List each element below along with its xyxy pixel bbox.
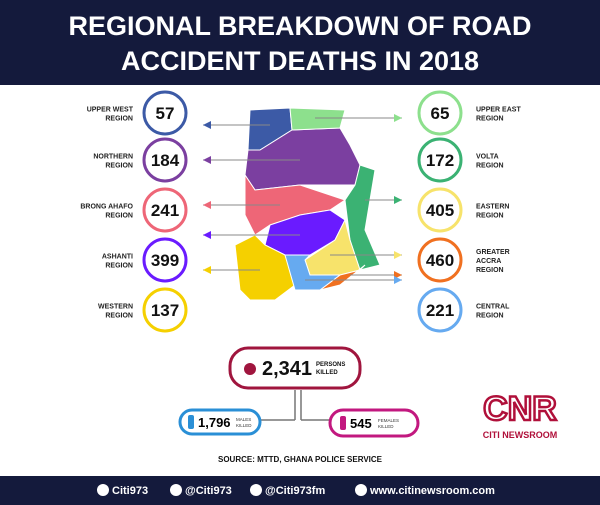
pointer-head [394, 276, 402, 284]
total-label: KILLED [316, 370, 338, 376]
region-label: EASTERN [476, 204, 509, 211]
connector [260, 390, 330, 421]
pointer-head [203, 156, 211, 164]
males-value: 1,796 [198, 415, 231, 430]
females-value: 545 [350, 416, 372, 431]
region-label: REGION [476, 116, 504, 123]
region-circle [417, 90, 463, 136]
footer-link[interactable]: @Citi973fm [265, 485, 325, 497]
region-label: VOLTA [476, 154, 499, 161]
region-circle [417, 137, 463, 183]
region-deaths: 57 [156, 104, 175, 123]
females-label: KILLED [378, 424, 394, 429]
region-deaths: 405 [426, 201, 454, 220]
region-deaths: 184 [151, 151, 180, 170]
pointer-head [203, 201, 211, 209]
footer-link[interactable]: @Citi973 [185, 485, 232, 497]
region-label: UPPER EAST [476, 107, 521, 114]
region-shape [344, 164, 381, 271]
footer-link[interactable]: www.citinewsroom.com [369, 485, 495, 497]
icon [244, 363, 256, 375]
region-circle [142, 90, 188, 136]
icon [340, 416, 346, 430]
pointer-head [203, 266, 211, 274]
pointer-head [203, 231, 211, 239]
social-icon [97, 484, 109, 496]
social-icon [250, 484, 262, 496]
logo-mark: CNR [483, 390, 557, 428]
region-circle [417, 187, 463, 233]
social-icon [170, 484, 182, 496]
pointer-head [394, 196, 402, 204]
icon [188, 415, 194, 429]
region-circle [142, 287, 188, 333]
region-deaths: 241 [151, 201, 179, 220]
region-label: REGION [105, 116, 133, 123]
region-label: REGION [476, 163, 504, 170]
map [234, 107, 381, 301]
footer-link[interactable]: Citi973 [112, 485, 148, 497]
source: SOURCE: MTTD, GHANA POLICE SERVICE [218, 455, 383, 464]
region-deaths: 221 [426, 301, 454, 320]
region-deaths: 460 [426, 251, 454, 270]
region-label: REGION [105, 263, 133, 270]
pointer-head [394, 251, 402, 259]
region-circle [417, 237, 463, 283]
title-line: ACCIDENT DEATHS IN 2018 [121, 46, 479, 76]
region-circle [142, 137, 188, 183]
males-label: MALES [236, 417, 251, 422]
total-value: 2,341 [262, 358, 312, 380]
social-icon [355, 484, 367, 496]
region-label: ASHANTI [102, 254, 133, 261]
pointer-head [394, 114, 402, 122]
region-circle [142, 237, 188, 283]
region-label: REGION [476, 267, 504, 274]
total-box [228, 346, 362, 390]
region-label: REGION [105, 213, 133, 220]
region-label: NORTHERN [93, 154, 133, 161]
total-label: PERSONS [316, 362, 345, 368]
region-label: REGION [105, 313, 133, 320]
region-label: WESTERN [98, 304, 133, 311]
region-circle [417, 287, 463, 333]
region-circle [142, 187, 188, 233]
region-label: GREATER [476, 249, 510, 256]
region-label: REGION [476, 313, 504, 320]
region-label: REGION [476, 213, 504, 220]
region-label: CENTRAL [476, 304, 510, 311]
region-deaths: 399 [151, 251, 179, 270]
region-shape [284, 254, 342, 291]
header-band [0, 0, 600, 85]
title-line: REGIONAL BREAKDOWN OF ROAD [69, 11, 532, 41]
region-label: REGION [105, 163, 133, 170]
males-box [178, 408, 262, 436]
logo-name: CITI NEWSROOM [483, 430, 558, 440]
pointer-head [203, 121, 211, 129]
region-deaths: 65 [431, 104, 450, 123]
females-label: FEMALES [378, 418, 399, 423]
region-label: UPPER WEST [87, 107, 134, 114]
males-label: KILLED [236, 423, 252, 428]
region-deaths: 137 [151, 301, 179, 320]
region-shape [289, 107, 346, 131]
region-deaths: 172 [426, 151, 454, 170]
region-label: BRONG AHAFO [80, 204, 133, 211]
females-box [328, 408, 420, 438]
region-label: ACCRA [476, 258, 501, 265]
